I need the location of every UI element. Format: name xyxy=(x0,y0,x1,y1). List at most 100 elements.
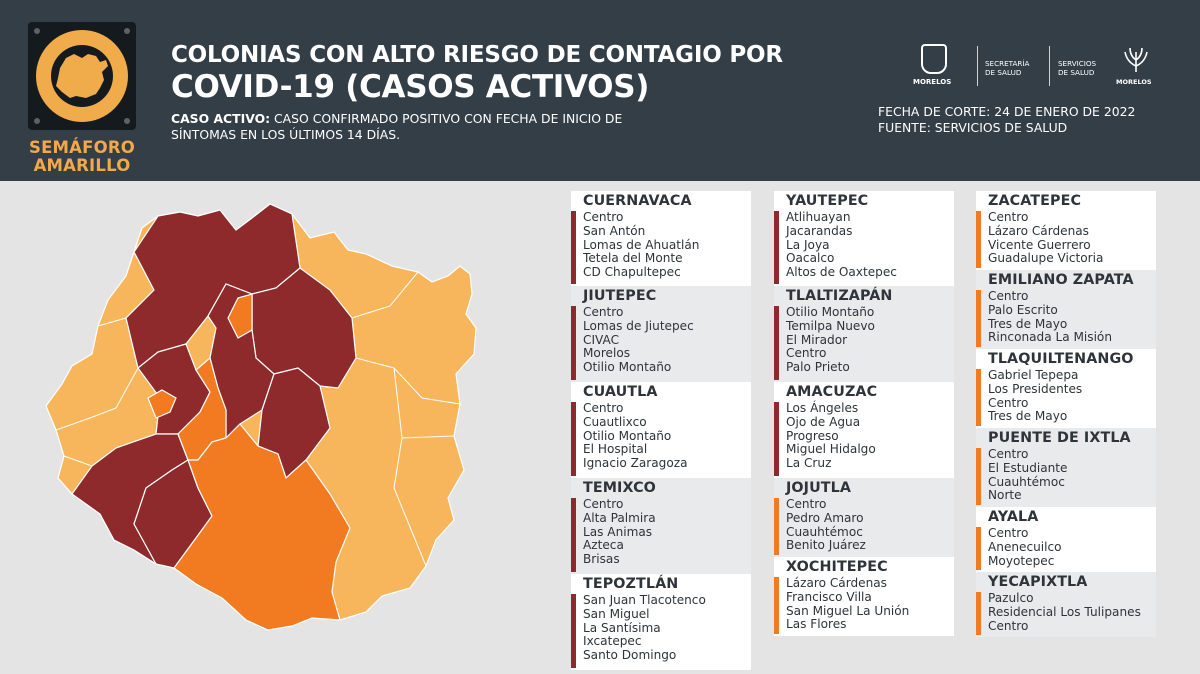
colonia-item: Morelos xyxy=(583,346,631,361)
municipality-name: AMACUZAC xyxy=(786,384,878,400)
logo-secretaria: SECRETARÍA DE SALUD xyxy=(985,59,1030,77)
colonias-list: Centro Anenecuilco Moyotepec xyxy=(988,526,1062,568)
municipality-panel: YAUTEPEC Atlihuayan Jacarandas La Joya Oacal… xyxy=(774,191,954,286)
colonia-item: Ignacio Zaragoza xyxy=(583,456,688,471)
colonia-item: Atlihuayan xyxy=(786,210,851,224)
colonia-item: Lázaro Cárdenas xyxy=(786,576,887,590)
colonias-list: Gabriel Tepepa Los Presidentes Centro Tres … xyxy=(988,368,1082,424)
colonia-item: Centro xyxy=(583,305,624,319)
flower-logo-icon xyxy=(1124,47,1148,72)
colonia-item: Gabriel Tepepa xyxy=(988,368,1079,382)
colonias-list: Los Ángeles Ojo de Agua Progreso Miguel Hid… xyxy=(786,401,876,471)
municipality-panel: ZACATEPEC Centro Lázaro Cárdenas Vicente Gu… xyxy=(976,191,1156,270)
municipality-panel: XOCHITEPEC Lázaro Cárdenas Francisco Villa… xyxy=(774,557,954,636)
risk-level-bar xyxy=(774,498,779,555)
colonias-list: Centro Alta Palmira Las Animas Azteca Brisas xyxy=(583,497,656,567)
colonia-item: Francisco Villa xyxy=(786,589,872,604)
colonia-item: Lomas de Jiutepec xyxy=(583,318,694,333)
risk-level-bar xyxy=(774,306,779,380)
colonia-item: Azteca xyxy=(583,538,624,553)
colonia-item: El Mirador xyxy=(786,332,848,347)
definition-label: CASO ACTIVO: xyxy=(171,111,271,126)
municipality-name: YECAPIXTLA xyxy=(988,574,1088,590)
risk-level-bar xyxy=(571,211,576,284)
colonia-item: Centro xyxy=(583,401,624,415)
colonia-item: San Juan Tlacotenco xyxy=(583,593,706,607)
colonias-list: Lázaro Cárdenas Francisco Villa San Miguel… xyxy=(786,576,910,632)
colonia-item: Miguel Hidalgo xyxy=(786,442,876,457)
semaforo-badge xyxy=(28,22,136,130)
map-regions-orange xyxy=(147,293,351,631)
municipality-name: JOJUTLA xyxy=(786,480,852,496)
colonia-item: Otilio Montaño xyxy=(583,360,672,375)
municipality-panel: AYALA Centro Anenecuilco Moyotepec xyxy=(976,507,1156,572)
colonias-list: Centro San Antón Lomas de Ahuatlán Tetela d… xyxy=(583,210,699,280)
risk-level-bar xyxy=(774,402,779,476)
risk-level-bar xyxy=(976,211,981,268)
municipality-panel: CUERNAVACA Centro San Antón Lomas de Ahuatl… xyxy=(571,191,751,286)
colonia-item: Cuautlixco xyxy=(583,414,647,429)
colonia-item: Palo Escrito xyxy=(988,302,1058,317)
colonia-item: Norte xyxy=(988,488,1022,503)
municipality-name: TEMIXCO xyxy=(583,480,656,496)
colonia-item: Jacarandas xyxy=(786,223,853,238)
risk-level-bar xyxy=(774,577,779,634)
colonia-item: Rinconada La Misión xyxy=(988,330,1112,345)
colonia-item: Altos de Oaxtepec xyxy=(786,265,897,280)
logo-morelos: MORELOS xyxy=(913,78,952,86)
municipality-name: ZACATEPEC xyxy=(988,193,1082,209)
morelos-seal-icon xyxy=(921,44,947,74)
risk-level-bar xyxy=(976,448,981,505)
colonia-item: Guadalupe Victoria xyxy=(988,251,1104,266)
colonias-list: Centro Cuautlixco Otilio Montaño El Hospita… xyxy=(583,401,688,471)
colonia-item: Palo Prieto xyxy=(786,360,850,375)
colonia-item: Centro xyxy=(583,210,624,224)
risk-level-bar xyxy=(571,498,576,572)
logo-servicios: SERVICIOS DE SALUD xyxy=(1058,59,1097,77)
colonia-item: Centro xyxy=(988,526,1029,540)
municipality-name: EMILIANO ZAPATA xyxy=(988,272,1134,288)
municipality-name: AYALA xyxy=(988,509,1039,525)
municipality-panel: EMILIANO ZAPATA Centro Palo Escrito Tres de… xyxy=(976,270,1156,349)
risk-level-bar xyxy=(976,290,981,347)
colonia-item: Centro xyxy=(988,395,1029,410)
municipality-panel: JIUTEPEC Centro Lomas de Jiutepec CIVAC More… xyxy=(571,286,751,382)
colonia-item: La Joya xyxy=(786,237,830,252)
colonias-list: Otilio Montaño Temilpa Nuevo El Mirador Cen… xyxy=(786,305,875,375)
definition: CASO ACTIVO: CASO CONFIRMADO POSITIVO CO… xyxy=(171,111,641,143)
morelos-outline-icon xyxy=(56,54,108,98)
municipality-name: PUENTE DE IXTLA xyxy=(988,430,1131,446)
municipality-name: CUAUTLA xyxy=(583,384,658,400)
colonia-item: Santo Domingo xyxy=(583,648,677,663)
municipality-panel: JOJUTLA Centro Pedro Amaro Cuauhtémoc Benito… xyxy=(774,478,954,557)
colonia-item: Cuauhtémoc xyxy=(988,474,1065,489)
risk-level-bar xyxy=(976,369,981,426)
municipality-name: JIUTEPEC xyxy=(583,288,657,304)
municipality-name: TLAQUILTENANGO xyxy=(988,351,1134,367)
colonia-item: Residencial Los Tulipanes xyxy=(988,604,1141,619)
risk-level-bar xyxy=(571,306,576,380)
colonia-item: San Miguel La Unión xyxy=(786,603,910,618)
municipality-name: TLALTIZAPÁN xyxy=(786,288,893,304)
colonia-item: Ojo de Agua xyxy=(786,414,861,429)
risk-level-bar xyxy=(976,592,981,635)
colonia-item: Las Flores xyxy=(786,617,847,632)
colonia-item: Centro xyxy=(988,618,1029,633)
colonia-item: Anenecuilco xyxy=(988,539,1062,554)
colonia-item: Centro xyxy=(583,497,624,511)
colonia-item: Alta Palmira xyxy=(583,510,656,525)
municipality-name: TEPOZTLÁN xyxy=(583,576,679,592)
colonias-list: Centro El Estudiante Cuauhtémoc Norte xyxy=(988,447,1068,503)
source: FUENTE: SERVICIOS DE SALUD xyxy=(878,120,1068,135)
colonia-item: San Antón xyxy=(583,223,646,238)
colonias-list: Centro Lázaro Cárdenas Vicente Guerrero Gua… xyxy=(988,210,1104,266)
colonia-item: Tres de Mayo xyxy=(988,409,1068,424)
colonia-item: Lázaro Cárdenas xyxy=(988,223,1089,238)
colonia-item: CIVAC xyxy=(583,332,620,347)
definition-text: CASO CONFIRMADO POSITIVO CON FECHA DE IN… xyxy=(171,111,623,142)
colonia-item: Centro xyxy=(786,497,827,511)
cutoff-date: FECHA DE CORTE: 24 DE ENERO DE 2022 xyxy=(878,104,1136,119)
colonias-list: Atlihuayan Jacarandas La Joya Oacalco Altos … xyxy=(786,210,897,280)
colonia-item: San Miguel xyxy=(583,606,650,621)
logos: MORELOS SECRETARÍA DE SALUD SERVICIOS DE… xyxy=(913,42,1160,90)
